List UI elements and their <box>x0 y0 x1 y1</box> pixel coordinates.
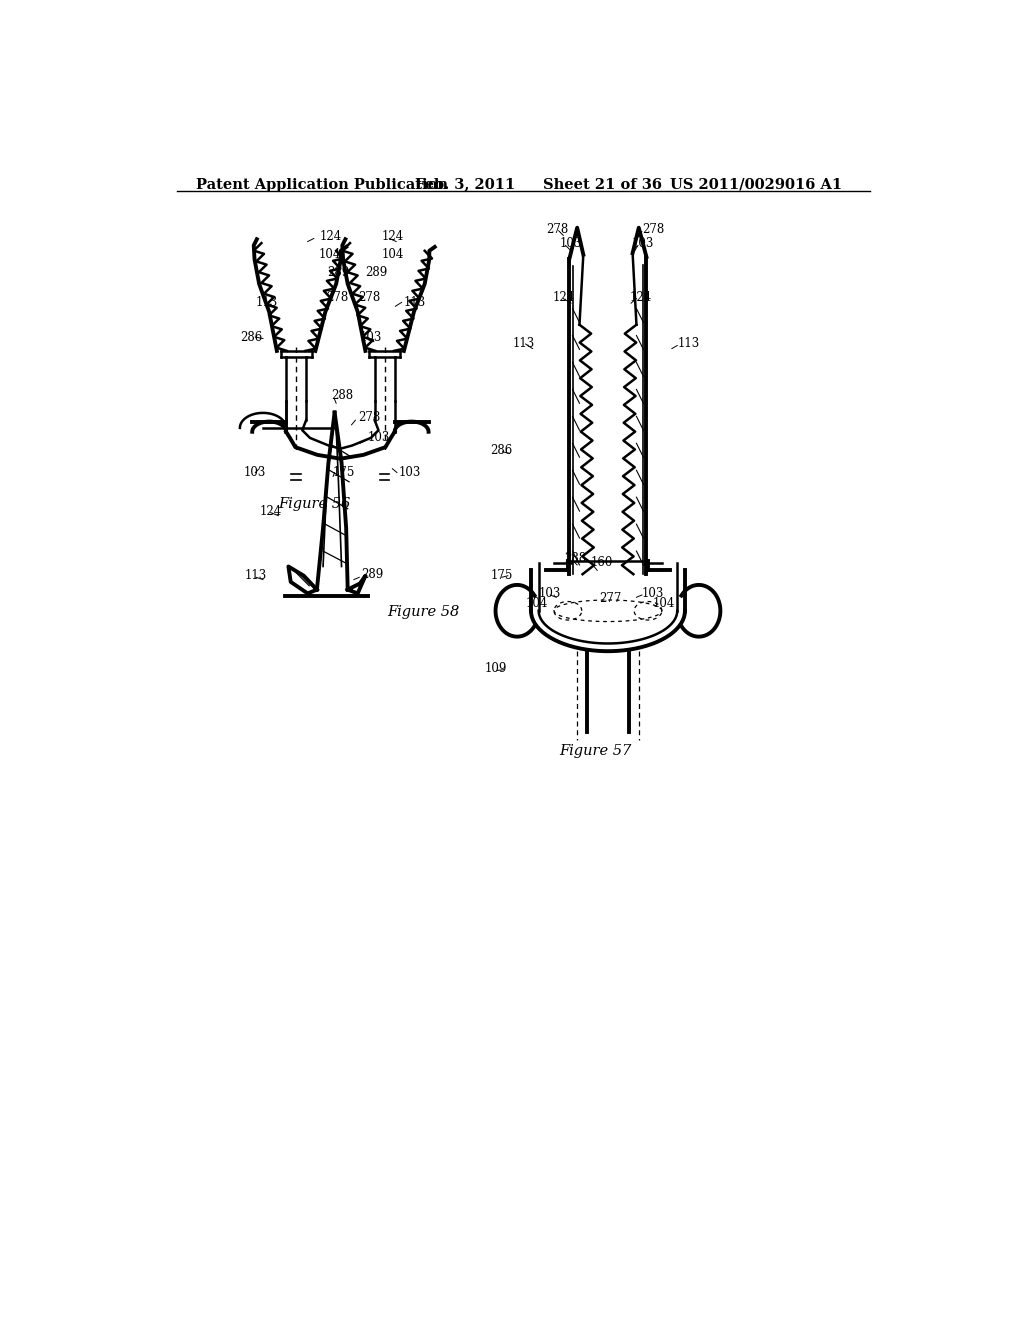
Text: Figure 57: Figure 57 <box>559 743 632 758</box>
Text: 103: 103 <box>539 587 561 601</box>
Text: 286: 286 <box>490 445 512 458</box>
Text: 160: 160 <box>590 556 612 569</box>
Text: 103: 103 <box>360 330 382 343</box>
Text: 113: 113 <box>245 569 267 582</box>
Text: 278: 278 <box>326 290 348 304</box>
Text: 124: 124 <box>382 231 403 243</box>
Text: 286: 286 <box>241 330 263 343</box>
Text: 278: 278 <box>547 223 568 236</box>
Text: 104: 104 <box>525 597 548 610</box>
Text: 113: 113 <box>677 337 699 350</box>
Text: 103: 103 <box>642 587 665 601</box>
Text: Figure 58: Figure 58 <box>387 605 459 619</box>
Text: 113: 113 <box>512 337 535 350</box>
Text: 104: 104 <box>318 248 341 261</box>
Text: 124: 124 <box>553 290 574 304</box>
Text: 103: 103 <box>632 236 654 249</box>
Text: Patent Application Publication: Patent Application Publication <box>196 178 449 191</box>
Text: 104: 104 <box>382 248 403 261</box>
Text: 124: 124 <box>630 290 651 304</box>
Text: 288: 288 <box>332 389 353 403</box>
Text: Figure 56: Figure 56 <box>279 498 350 511</box>
Text: 109: 109 <box>484 663 507 676</box>
Text: 113: 113 <box>256 296 279 309</box>
Text: US 2011/0029016 A1: US 2011/0029016 A1 <box>670 178 842 191</box>
Text: 103: 103 <box>368 430 390 444</box>
Text: 278: 278 <box>357 290 380 304</box>
Text: 113: 113 <box>403 296 426 309</box>
Text: 278: 278 <box>357 411 380 424</box>
Text: 289: 289 <box>361 568 384 581</box>
Text: 289: 289 <box>327 265 349 279</box>
Text: 103: 103 <box>559 236 582 249</box>
Text: 103: 103 <box>398 466 421 479</box>
Text: 289: 289 <box>366 265 388 279</box>
Text: 277: 277 <box>599 593 622 606</box>
Text: 175: 175 <box>490 569 513 582</box>
Text: 278: 278 <box>643 223 665 236</box>
Text: 104: 104 <box>652 597 675 610</box>
Text: 288: 288 <box>564 552 586 565</box>
Text: 175: 175 <box>333 466 355 479</box>
Text: Feb. 3, 2011: Feb. 3, 2011 <box>416 178 516 191</box>
Text: 124: 124 <box>260 504 283 517</box>
Text: 103: 103 <box>244 466 266 479</box>
Text: 124: 124 <box>319 231 341 243</box>
Text: Sheet 21 of 36: Sheet 21 of 36 <box>543 178 662 191</box>
